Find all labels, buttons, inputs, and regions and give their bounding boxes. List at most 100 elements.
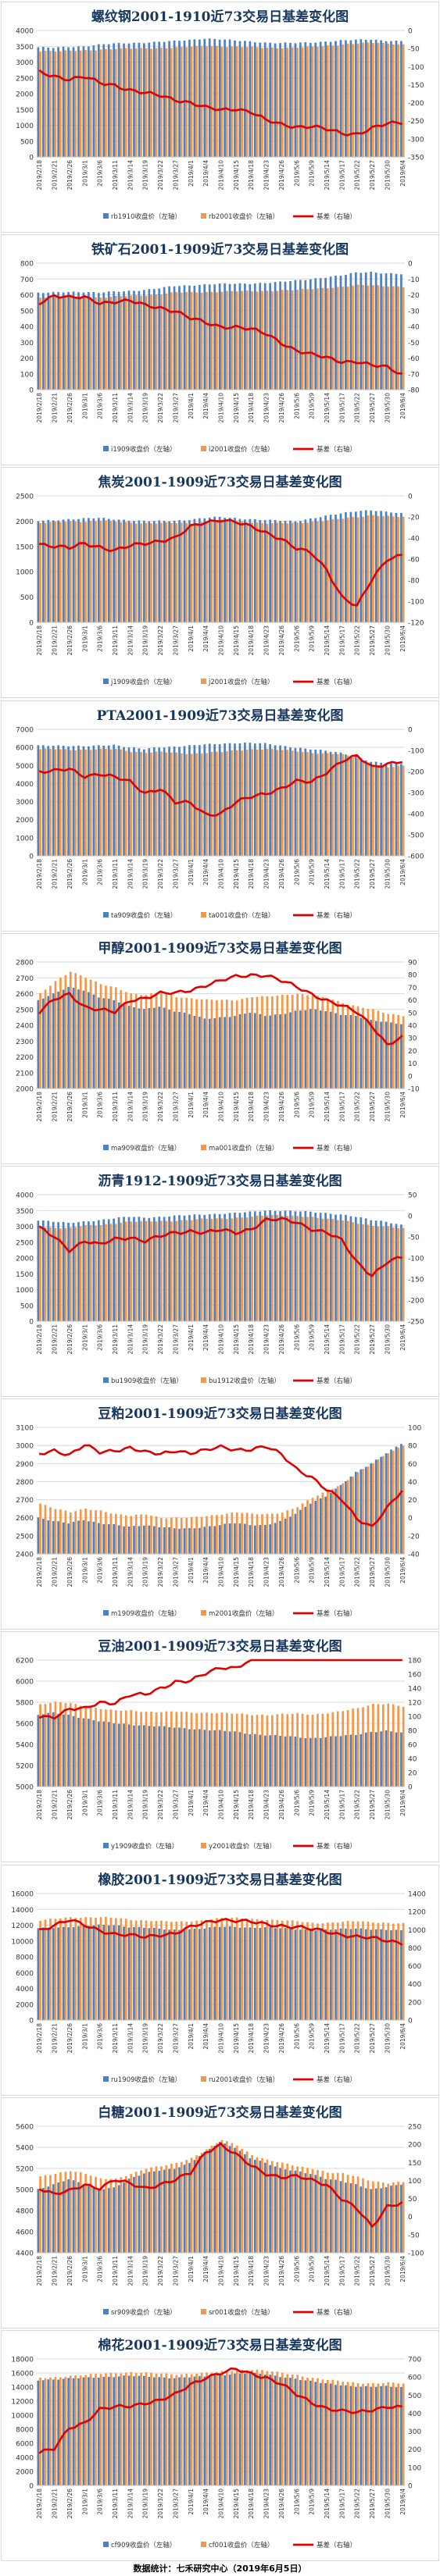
x-tick-label: 2019/2/18 <box>36 625 43 656</box>
bar-far-contract <box>306 995 309 1088</box>
bar-far-contract <box>130 295 133 390</box>
bar-far-contract <box>170 1221 173 1321</box>
bar-far-contract <box>377 1922 380 2020</box>
bar-near-contract <box>41 1220 45 1321</box>
bar-near-contract <box>178 1929 181 2020</box>
bar-far-contract <box>326 1490 329 1554</box>
bar-near-contract <box>193 745 196 856</box>
bar-near-contract <box>334 751 337 856</box>
bar-near-contract <box>324 2179 327 2253</box>
bar-near-contract <box>77 1222 80 1321</box>
x-tick-label: 2019/5/27 <box>369 1092 376 1122</box>
bar-far-contract <box>165 293 168 390</box>
bar-near-contract <box>294 280 297 390</box>
y-right-tick-label: 100 <box>408 1425 421 1433</box>
bar-near-contract <box>228 518 231 622</box>
bar-near-contract <box>168 41 170 157</box>
bar-far-contract <box>150 48 152 158</box>
bar-near-contract <box>127 1927 131 2020</box>
x-tick-label: 2019/4/15 <box>233 2256 240 2286</box>
bar-near-contract <box>309 1503 312 1554</box>
bar-near-contract <box>208 743 211 856</box>
bar-far-contract <box>331 1488 334 1554</box>
bar-near-contract <box>400 1732 402 1787</box>
x-tick-label: 2019/3/1 <box>81 625 88 652</box>
bar-near-contract <box>253 283 256 390</box>
bar-far-contract <box>210 1515 213 1554</box>
bar-near-contract <box>289 1929 292 2020</box>
bar-near-contract <box>198 1527 201 1554</box>
bar-near-contract <box>82 1925 85 2020</box>
bar-near-contract <box>152 1726 156 1787</box>
bar-far-contract <box>69 971 72 1088</box>
bar-near-contract <box>249 1012 252 1088</box>
y-right-tick-label: 300 <box>408 2428 421 2436</box>
bar-far-contract <box>392 286 395 390</box>
bar-far-contract <box>84 749 88 856</box>
bar-near-contract <box>244 2154 246 2253</box>
bar-near-contract <box>138 1008 141 1088</box>
bar-far-contract <box>200 522 203 622</box>
legend-label-far: ma001收盘价（左轴） <box>209 1144 278 1153</box>
bar-far-contract <box>105 298 107 390</box>
bar-far-contract <box>286 1510 289 1554</box>
bar-far-contract <box>241 2369 244 2485</box>
bar-far-contract <box>220 2140 224 2253</box>
bar-near-contract <box>52 1221 55 1321</box>
y-left-tick-label: 1000 <box>16 569 34 577</box>
bar-far-contract <box>109 2372 113 2485</box>
bar-far-contract <box>115 987 117 1088</box>
bar-far-contract <box>301 1217 304 1321</box>
x-tick-label: 2019/5/6 <box>293 1092 300 1118</box>
y-right-tick-label: -100 <box>408 599 424 607</box>
bar-near-contract <box>395 763 398 856</box>
bar-far-contract <box>372 2181 374 2253</box>
bar-far-contract <box>145 522 148 622</box>
bar-near-contract <box>47 1927 50 2020</box>
x-tick-label: 2019/2/26 <box>66 1324 73 1355</box>
y-left-tick-label: 500 <box>20 1302 34 1310</box>
bar-near-contract <box>319 2176 322 2253</box>
chart-title: 白糖2001-1909近73交易日基差变化图 <box>98 2104 342 2121</box>
bar-far-contract <box>362 1921 364 2020</box>
bar-far-contract <box>79 1226 82 1321</box>
x-tick-label: 2019/3/14 <box>127 2023 134 2054</box>
bar-near-contract <box>127 2179 131 2253</box>
bar-near-contract <box>213 2146 216 2253</box>
bar-far-contract <box>190 2157 193 2253</box>
bar-far-contract <box>54 2377 57 2485</box>
bar-far-contract <box>311 46 314 158</box>
x-tick-label: 2019/6/4 <box>399 2023 406 2050</box>
bar-near-contract <box>77 989 80 1088</box>
basis-line <box>39 1444 403 1527</box>
bar-near-contract <box>47 1220 50 1321</box>
bar-far-contract <box>231 2143 234 2253</box>
bar-near-contract <box>284 281 287 390</box>
bar-near-contract <box>289 281 292 390</box>
y-left-tick-label: 5000 <box>16 2187 34 2195</box>
bar-far-contract <box>39 749 41 856</box>
bar-near-contract <box>349 1014 352 1088</box>
x-tick-label: 2019/5/9 <box>309 1557 316 1584</box>
bar-near-contract <box>294 1211 297 1321</box>
legend-label-near: cf909收盘价（左轴） <box>111 2541 176 2549</box>
bar-near-contract <box>107 1523 110 1554</box>
bar-near-contract <box>47 1712 50 1787</box>
bar-near-contract <box>364 1732 367 1787</box>
legend-label-far: ru2001收盘价（左轴） <box>209 2075 279 2084</box>
bar-far-contract <box>210 2372 213 2485</box>
bar-far-contract <box>170 2374 173 2485</box>
bar-far-contract <box>84 50 88 157</box>
bar-near-contract <box>345 1014 347 1088</box>
bar-near-contract <box>193 1214 196 1321</box>
bar-far-contract <box>367 1008 370 1088</box>
x-tick-label: 2019/3/1 <box>81 393 88 419</box>
bar-far-contract <box>331 1712 334 1787</box>
y-left-tick-label: 1500 <box>16 107 34 115</box>
bar-near-contract <box>380 1456 382 1554</box>
bar-near-contract <box>198 745 201 856</box>
bar-far-contract <box>95 1510 97 1554</box>
bar-near-contract <box>263 42 267 158</box>
bar-near-contract <box>41 46 45 157</box>
